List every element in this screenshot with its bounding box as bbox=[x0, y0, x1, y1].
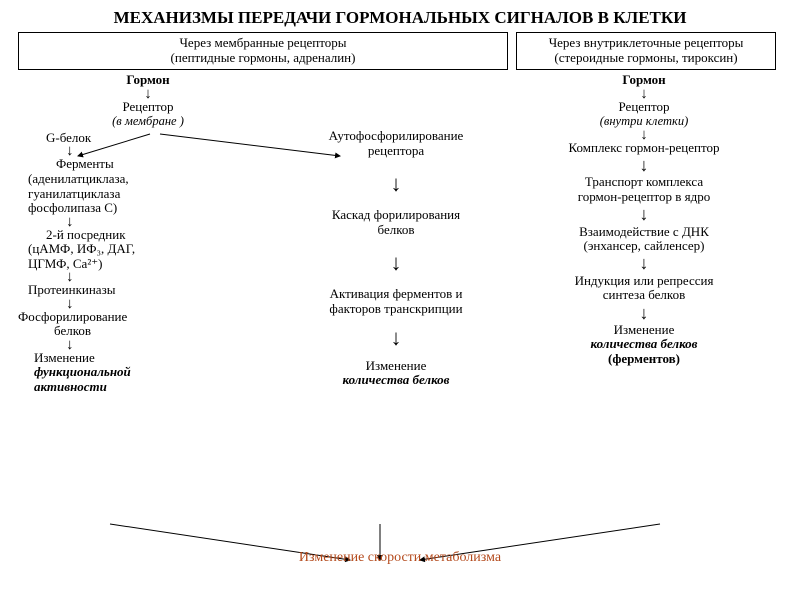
left-change-activity: Изменение функциональной активности bbox=[34, 351, 131, 395]
right-rec-1: Рецептор bbox=[618, 99, 669, 114]
left-receptor-sub: (в мембране ) bbox=[112, 114, 184, 128]
arrow-wrap: ↓ bbox=[640, 255, 649, 273]
arrow-wrap: ↓ bbox=[640, 206, 649, 224]
left-ch-3: активности bbox=[34, 379, 107, 394]
mid-ap-2: рецептора bbox=[368, 143, 424, 158]
arrow-icon: ↓ bbox=[391, 254, 402, 272]
mid-c-2: белков bbox=[378, 222, 415, 237]
arrow-icon: ↓ bbox=[640, 207, 649, 221]
left-enz-1: Ферменты bbox=[56, 156, 114, 171]
right-induction: Индукция или репрессия синтеза белков bbox=[575, 274, 714, 303]
column-left: Гормон ↓ Рецептор (в мембране ) G-белок … bbox=[18, 72, 278, 395]
arrow-icon: ↓ bbox=[640, 306, 649, 320]
right-cq-2: количества белков bbox=[591, 336, 698, 351]
header-intracellular: Через внутриклеточные рецепторы (стероид… bbox=[516, 32, 776, 70]
left-sm-2: (цАМФ, ИФ₃, ДАГ, bbox=[28, 241, 135, 256]
left-ch-2: функциональной bbox=[34, 364, 131, 379]
right-tr-2: гормон-рецептор в ядро bbox=[578, 189, 711, 204]
flow-columns: Гормон ↓ Рецептор (в мембране ) G-белок … bbox=[0, 72, 800, 395]
left-phosphorylation: Фосфорилирование белков bbox=[18, 310, 127, 339]
mid-cascade: Каскад форилирования белков bbox=[332, 208, 460, 237]
right-change-qty: Изменение количества белков (ферментов) bbox=[591, 323, 698, 367]
header-intra-l1: Через внутриклеточные рецепторы bbox=[549, 35, 744, 50]
left-receptor: Рецептор (в мембране ) bbox=[112, 100, 184, 129]
mid-autophos: Аутофосфорилирование рецептора bbox=[329, 129, 464, 158]
left-enzymes: Ферменты (аденилатциклаза, гуанилатцикла… bbox=[28, 157, 129, 215]
right-transport: Транспорт комплекса гормон-рецептор в яд… bbox=[578, 175, 711, 204]
right-receptor: Рецептор (внутри клетки) bbox=[600, 100, 689, 129]
right-ind-2: синтеза белков bbox=[603, 287, 685, 302]
header-intra-l2: (стероидные гормоны, тироксин) bbox=[554, 50, 737, 65]
arrow-wrap: ↓ bbox=[640, 304, 649, 322]
left-ch-1: Изменение bbox=[34, 350, 95, 365]
header-membrane-l2: (пептидные гормоны, адреналин) bbox=[171, 50, 356, 65]
arrow-wrap: ↓ bbox=[391, 159, 402, 207]
right-ind-1: Индукция или репрессия bbox=[575, 273, 714, 288]
right-cq-1: Изменение bbox=[614, 322, 675, 337]
right-dna-2: (энхансер, сайленсер) bbox=[583, 238, 704, 253]
arrow-icon: ↓ bbox=[640, 256, 649, 270]
left-enz-4: фосфолипаза С) bbox=[28, 200, 117, 215]
left-enz-3: гуанилатциклаза bbox=[28, 186, 120, 201]
right-complex: Комплекс гормон-рецептор bbox=[568, 141, 719, 156]
mid-cq-1: Изменение bbox=[366, 358, 427, 373]
mid-act-1: Активация ферментов и bbox=[330, 286, 463, 301]
arrow-wrap: ↓ bbox=[640, 156, 649, 174]
header-membrane: Через мембранные рецепторы (пептидные го… bbox=[18, 32, 508, 70]
mid-ap-1: Аутофосфорилирование bbox=[329, 128, 464, 143]
header-row: Через мембранные рецепторы (пептидные го… bbox=[0, 32, 800, 72]
diagram-title: МЕХАНИЗМЫ ПЕРЕДАЧИ ГОРМОНАЛЬНЫХ СИГНАЛОВ… bbox=[0, 0, 800, 32]
arrow-icon: ↓ bbox=[391, 329, 402, 347]
right-tr-1: Транспорт комплекса bbox=[585, 174, 703, 189]
mid-change-qty: Изменение количества белков bbox=[343, 359, 450, 388]
right-dna-1: Взаимодействие с ДНК bbox=[579, 224, 709, 239]
mid-act-2: факторов транскрипции bbox=[329, 301, 462, 316]
arrow-wrap: ↓ bbox=[391, 318, 402, 358]
left-second-messenger: 2-й посредник (цАМФ, ИФ₃, ДАГ, ЦГМФ, Са²… bbox=[28, 228, 135, 272]
mid-c-1: Каскад форилирования bbox=[332, 207, 460, 222]
arrow-wrap: ↓ bbox=[391, 238, 402, 286]
left-receptor-label: Рецептор bbox=[122, 99, 173, 114]
footer-result: Изменение скорости метаболизма bbox=[0, 550, 800, 566]
right-cq-3: (ферментов) bbox=[608, 351, 680, 366]
header-membrane-l1: Через мембранные рецепторы bbox=[179, 35, 346, 50]
left-phos-1: Фосфорилирование bbox=[18, 309, 127, 324]
left-sm-1: 2-й посредник bbox=[46, 227, 126, 242]
mid-cq-2: количества белков bbox=[343, 372, 450, 387]
arrow-icon: ↓ bbox=[66, 216, 74, 228]
arrow-icon: ↓ bbox=[640, 158, 649, 172]
arrow-icon: ↓ bbox=[391, 175, 402, 193]
column-middle: Аутофосфорилирование рецептора ↓ Каскад … bbox=[286, 72, 506, 395]
right-dna: Взаимодействие с ДНК (энхансер, сайленсе… bbox=[579, 225, 709, 254]
left-enz-2: (аденилатциклаза, bbox=[28, 171, 129, 186]
mid-activation: Активация ферментов и факторов транскрип… bbox=[329, 287, 462, 316]
column-right: Гормон ↓ Рецептор (внутри клетки) ↓ Комп… bbox=[514, 72, 774, 395]
